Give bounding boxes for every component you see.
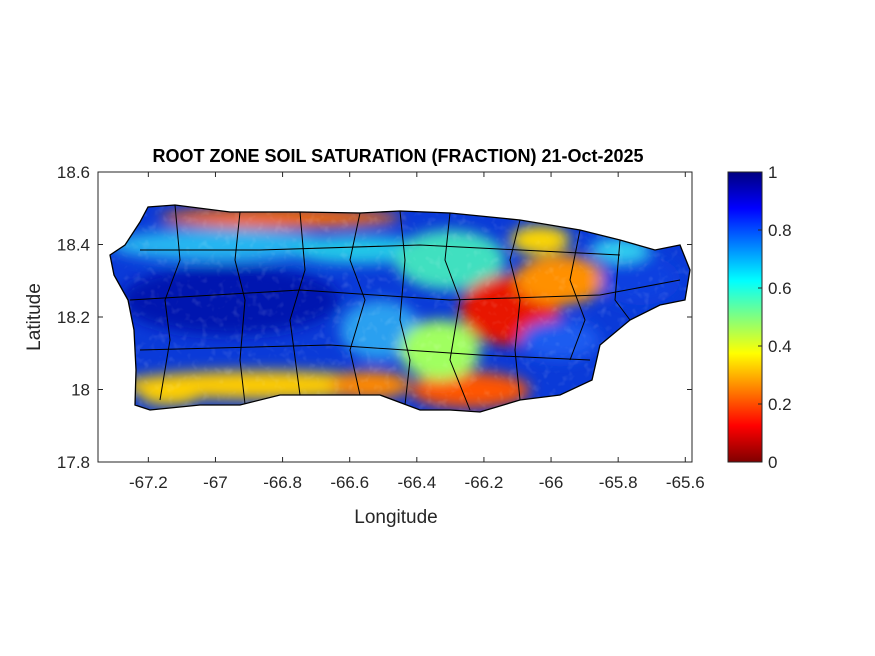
x-tick-label: -67.2 xyxy=(129,473,168,492)
colorbar-gradient xyxy=(727,171,763,463)
x-axis-ticks: -67.2 -67 -66.8 -66.6 -66.4 -66.2 -66 -65.8 -65.… xyxy=(129,172,705,492)
island-outline xyxy=(109,204,691,413)
y-axis-ticks: 17.8 18 18.2 18.4 18.6 xyxy=(57,163,692,472)
x-axis-label: Longitude xyxy=(354,507,437,528)
y-tick-label: 18.2 xyxy=(57,308,90,327)
colorbar-tick-label: 0.6 xyxy=(768,279,792,298)
colorbar-tick-label: 0.8 xyxy=(768,221,792,240)
chart-title: ROOT ZONE SOIL SATURATION (FRACTION) 21-… xyxy=(152,146,643,166)
x-tick-label: -66.8 xyxy=(263,473,302,492)
colorbar-tick-label: 0 xyxy=(768,453,777,472)
x-tick-label: -66.4 xyxy=(397,473,436,492)
plot-axes: -67.2 -67 -66.8 -66.6 -66.4 -66.2 -66 -65.8 -65.… xyxy=(24,146,705,528)
colorbar-ticks: 0 0.2 0.4 0.6 0.8 1 xyxy=(758,163,792,472)
y-tick-label: 18.6 xyxy=(57,163,90,182)
colorbar-tick-label: 1 xyxy=(768,163,777,182)
colorbar: 0 0.2 0.4 0.6 0.8 1 xyxy=(727,163,792,472)
colorbar-tick-label: 0.2 xyxy=(768,395,792,414)
x-tick-label: -65.6 xyxy=(666,473,705,492)
x-tick-label: -66.6 xyxy=(330,473,369,492)
municipality-borders xyxy=(129,204,681,411)
y-tick-label: 18 xyxy=(71,381,90,400)
y-axis-label: Latitude xyxy=(24,283,45,351)
x-tick-label: -65.8 xyxy=(599,473,638,492)
y-tick-label: 18.4 xyxy=(57,236,90,255)
y-tick-label: 17.8 xyxy=(57,453,90,472)
x-tick-label: -66 xyxy=(539,473,564,492)
x-tick-label: -67 xyxy=(203,473,228,492)
colorbar-tick-label: 0.4 xyxy=(768,337,792,356)
x-tick-label: -66.2 xyxy=(465,473,504,492)
